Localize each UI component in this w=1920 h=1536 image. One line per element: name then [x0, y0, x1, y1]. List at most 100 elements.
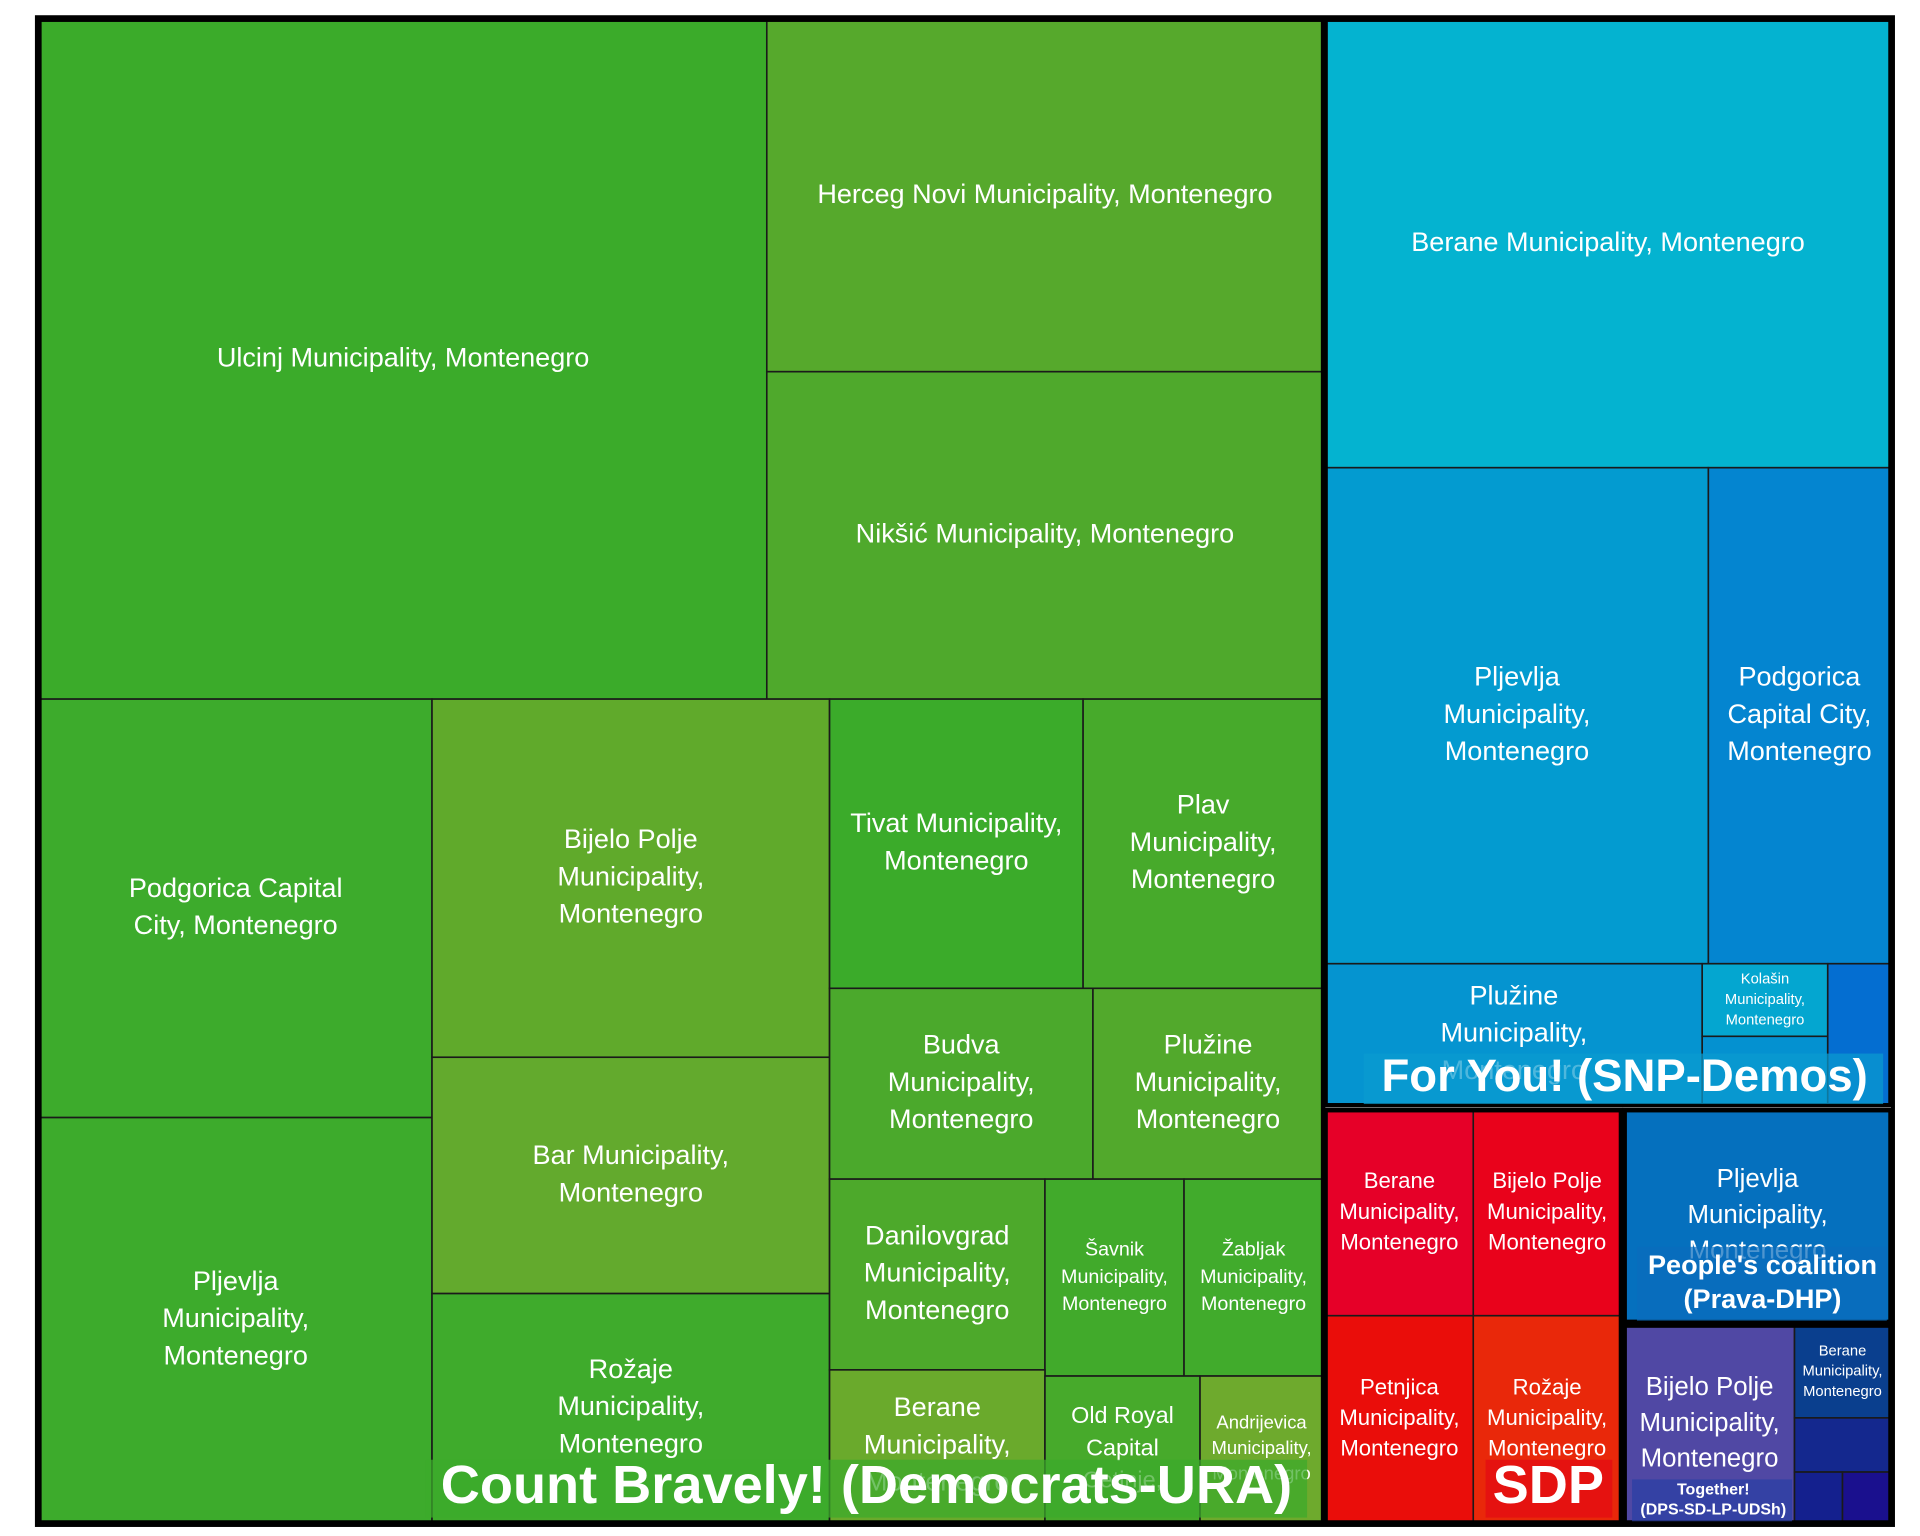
treemap-cell-label-line: Montenegro	[559, 1176, 703, 1207]
treemap-group-border	[37, 17, 1326, 1525]
treemap-cell-label: Berane Municipality, Montenegro	[1802, 1343, 1882, 1400]
treemap-cell-label-line: Municipality,	[1725, 992, 1805, 1008]
treemap-cell-label-line: Municipality,	[1200, 1266, 1307, 1288]
treemap-cell-label-line: Bijelo Polje	[564, 823, 698, 854]
treemap-group-label-line: Together!	[1677, 1482, 1750, 1499]
treemap-cell-rect	[1324, 1109, 1475, 1317]
treemap-group-label-line: For You! (SNP-Demos)	[1381, 1050, 1867, 1101]
treemap-cell-label: Petnjica Municipality, Montenegro	[1339, 1374, 1459, 1460]
treemap-cell-label-line: Montenegro	[1340, 1436, 1458, 1461]
treemap-cell-label-line: Berane	[894, 1391, 981, 1422]
treemap-cell-label-line: Podgorica Capital	[129, 872, 343, 903]
cells-layer: Ulcinj Municipality, Montenegro Herceg No…	[38, 18, 1892, 1524]
treemap-cell-label-line: Herceg Novi Municipality, Montenegro	[817, 178, 1272, 209]
treemap-group-label-band	[425, 1459, 1308, 1518]
treemap-cell-label-line: Rožaje	[1513, 1374, 1582, 1399]
treemap-cell: Herceg Novi Municipality, Montenegro	[765, 18, 1324, 373]
treemap-group-label: Together! (DPS-SD-LP-UDSh)	[1640, 1482, 1786, 1519]
treemap-cell-label-line: Capital City,	[1727, 698, 1871, 729]
treemap-group-border	[1622, 1323, 1893, 1525]
treemap-cell: Šavnik Municipality, Montenegro	[1044, 1178, 1185, 1377]
treemap-cell-label: Danilovgrad Municipality, Montenegro	[864, 1219, 1011, 1325]
treemap-group-label-band	[1363, 1053, 1884, 1105]
treemap-group-border	[1622, 1107, 1893, 1325]
treemap-group: SDP	[1323, 1107, 1624, 1525]
treemap-cell-rect	[828, 987, 1094, 1180]
treemap-cell-label-line: Capital	[1086, 1434, 1159, 1460]
treemap-cell-label-line: Plužine	[1470, 979, 1559, 1010]
treemap-cell-label-line: Žabljak	[1222, 1238, 1286, 1261]
treemap-cell: Pljevlja Municipality, Montenegro	[1324, 466, 1710, 965]
treemap-cell-label-line: Plav	[1177, 789, 1230, 820]
treemap-cell-label-line: Montenegro	[889, 1103, 1033, 1134]
treemap-cell-label-line: Montenegro	[1727, 735, 1871, 766]
treemap-cell-label-line: Berane Municipality, Montenegro	[1411, 226, 1805, 257]
treemap-cell-label-line: Municipality,	[1802, 1364, 1882, 1380]
treemap-cell-label: Bijelo Polje Municipality, Montenegro	[557, 823, 704, 929]
treemap-cell-label-line: Montenegro	[559, 898, 703, 929]
treemap-cell-label-line: Šavnik	[1085, 1238, 1144, 1261]
treemap-group-label: For You! (SNP-Demos)	[1381, 1050, 1867, 1101]
treemap-cell-label-line: Montenegro	[1136, 1103, 1280, 1134]
treemap-cell-label-line: Danilovgrad	[865, 1219, 1009, 1250]
treemap-cell-label-line: Municipality,	[1061, 1266, 1168, 1288]
treemap-cell-label-line: Montenegro	[1488, 1229, 1606, 1254]
treemap-group-label: Count Bravely! (Democrats-URA)	[441, 1455, 1292, 1515]
treemap-cell-label: Herceg Novi Municipality, Montenegro	[817, 178, 1272, 209]
treemap-cell-label: Pljevlja Municipality, Montenegro	[1444, 660, 1591, 766]
treemap-cell-rect	[38, 698, 433, 1119]
treemap-group-label-line: People's coalition	[1648, 1249, 1877, 1280]
treemap-cell-label: Žabljak Municipality, Montenegro	[1200, 1238, 1307, 1315]
treemap-group-border	[1323, 17, 1893, 1108]
treemap-cell: Budva Municipality, Montenegro	[828, 987, 1094, 1180]
treemap-cell-rect	[38, 18, 768, 700]
treemap-cell	[1793, 1471, 1844, 1524]
treemap-cell-label-line: Pljevlja	[1717, 1165, 1799, 1193]
treemap-cell-rect	[1841, 1471, 1892, 1524]
treemap-cell-label-line: Municipality,	[557, 860, 704, 891]
treemap-cell-rect	[38, 1116, 433, 1524]
treemap-cell: Tivat Municipality, Montenegro	[828, 698, 1084, 990]
treemap-cell-label-line: Municipality,	[162, 1302, 309, 1333]
treemap-cell-label-line: City, Montenegro	[134, 909, 338, 940]
treemap-group-label: SDP	[1493, 1455, 1604, 1515]
treemap-cell-label-line: Municipality,	[864, 1428, 1011, 1459]
treemap-group: People's coalition (Prava-DHP)	[1622, 1107, 1893, 1325]
treemap-cell: Žabljak Municipality, Montenegro	[1183, 1178, 1324, 1377]
treemap-cell-label-line: Montenegro	[559, 1428, 703, 1459]
treemap-cell-label-line: Berane	[1364, 1168, 1435, 1193]
treemap-cell-label: Plav Municipality, Montenegro	[1130, 789, 1277, 895]
treemap-cell-label: Podgorica Capital City, Montenegro	[129, 872, 343, 940]
treemap-cell-label-line: Municipality,	[557, 1390, 704, 1421]
treemap-cell-label-line: Montenegro	[1201, 1293, 1306, 1315]
treemap-cell	[1841, 1471, 1892, 1524]
treemap-cell-label: Šavnik Municipality, Montenegro	[1061, 1238, 1168, 1315]
treemap-cell-label-line: Municipality,	[1135, 1066, 1282, 1097]
treemap-cell: Nikšić Municipality, Montenegro	[765, 370, 1324, 700]
treemap-cell: Plužine Municipality, Montenegro	[1092, 987, 1324, 1180]
treemap-cell-label-line: Montenegro	[1340, 1229, 1458, 1254]
treemap-cell-label: Podgorica Capital City, Montenegro	[1727, 660, 1871, 766]
treemap-cell-rect	[1793, 1417, 1892, 1473]
treemap-group-label-band	[1485, 1459, 1613, 1518]
treemap-group-label-line: (Prava-DHP)	[1684, 1283, 1842, 1314]
treemap-cell: Plav Municipality, Montenegro	[1082, 698, 1324, 990]
treemap-group-label: People's coalition (Prava-DHP)	[1648, 1249, 1877, 1314]
treemap-cell-label-line: Andrijevica	[1216, 1412, 1307, 1433]
treemap-cell-label-line: Municipality,	[1444, 698, 1591, 729]
treemap-cell-label-line: Municipality,	[1440, 1017, 1587, 1048]
treemap-cell-label-line: Montenegro	[865, 1294, 1009, 1325]
treemap-outer-frame	[34, 15, 1895, 1527]
treemap-cell-rect	[765, 18, 1324, 373]
treemap-cell-label-line: Plužine	[1164, 1029, 1253, 1060]
treemap-cell-label: Bar Municipality, Montenegro	[533, 1139, 730, 1207]
treemap-cell-label: Plužine Municipality, Montenegro	[1135, 1029, 1282, 1135]
treemap-cell: Bar Municipality, Montenegro	[431, 1056, 831, 1295]
treemap-cell-label: Pljevlja Municipality, Montenegro	[162, 1265, 309, 1371]
treemap-cell-rect	[431, 1056, 831, 1295]
treemap-cell-rect	[1183, 1178, 1324, 1377]
treemap-cell-rect	[1324, 1314, 1475, 1524]
treemap-cell-label-line: Municipality,	[1487, 1405, 1607, 1430]
treemap-cell-label-line: Montenegro	[1445, 735, 1589, 766]
